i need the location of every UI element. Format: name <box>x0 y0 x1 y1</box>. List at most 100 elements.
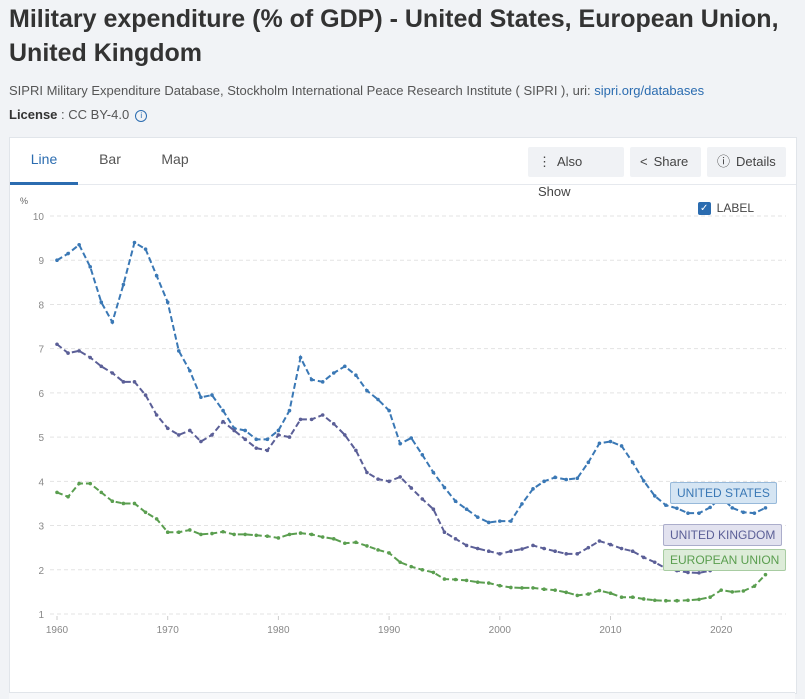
data-point <box>509 549 513 554</box>
data-point <box>298 355 303 360</box>
data-point <box>708 595 712 599</box>
y-tick-label: 3 <box>38 522 44 533</box>
data-point <box>597 588 602 593</box>
data-point <box>409 436 414 440</box>
data-point <box>542 479 546 484</box>
data-point <box>542 587 546 592</box>
x-tick-label: 2010 <box>599 625 622 636</box>
x-tick-label: 1990 <box>378 625 401 636</box>
data-point <box>652 598 657 603</box>
data-point <box>409 486 414 490</box>
data-point <box>276 428 281 433</box>
data-point <box>398 475 402 479</box>
data-point <box>210 393 214 397</box>
data-point <box>575 593 580 598</box>
source-text: SIPRI Military Expenditure Database, Sto… <box>9 83 595 98</box>
data-point <box>287 408 292 413</box>
data-point <box>232 532 236 537</box>
data-point <box>608 439 613 444</box>
data-point <box>531 586 535 590</box>
data-point <box>686 598 690 603</box>
data-point <box>752 584 757 588</box>
data-point <box>165 426 170 431</box>
data-point <box>453 537 458 541</box>
data-point <box>630 595 635 599</box>
data-point <box>498 519 502 523</box>
data-point <box>453 499 458 504</box>
data-point <box>553 475 557 480</box>
data-point <box>199 395 203 400</box>
data-point <box>619 595 624 599</box>
data-point <box>143 247 148 251</box>
data-point <box>354 373 358 377</box>
source-line: SIPRI Military Expenditure Database, Sto… <box>9 83 704 98</box>
data-point <box>442 485 447 490</box>
series-label: UNITED KINGDOM <box>663 524 783 546</box>
data-point <box>121 501 126 506</box>
tab-map[interactable]: Map <box>161 151 189 167</box>
share-button[interactable]: < Share <box>630 147 701 177</box>
data-point <box>641 479 646 483</box>
details-button[interactable]: ⓘ Details <box>707 147 786 177</box>
data-point <box>154 413 159 417</box>
data-point <box>210 433 214 437</box>
tab-bar[interactable]: Bar <box>99 151 121 167</box>
data-point <box>475 546 480 551</box>
data-point <box>387 408 391 413</box>
data-point <box>553 588 557 592</box>
data-point <box>221 408 225 413</box>
data-point <box>442 530 447 534</box>
data-point <box>154 517 159 521</box>
data-point <box>243 532 247 537</box>
data-point <box>464 578 469 583</box>
data-point <box>619 546 624 551</box>
details-label: Details <box>736 154 776 169</box>
data-point <box>254 446 259 450</box>
data-point <box>343 541 347 546</box>
data-point <box>365 544 369 548</box>
data-point <box>66 495 70 499</box>
data-point <box>265 437 270 442</box>
data-point <box>243 437 247 442</box>
license-value: : CC BY-4.0 <box>57 107 130 122</box>
data-point <box>431 470 436 475</box>
y-tick-label: 4 <box>38 477 44 488</box>
data-point <box>165 530 170 534</box>
data-point <box>586 460 591 465</box>
series-label: UNITED STATES <box>670 482 777 504</box>
info-icon[interactable]: i <box>135 110 148 122</box>
also-show-button[interactable]: ⋮ Also Show <box>528 147 624 199</box>
data-point <box>575 552 580 556</box>
x-tick-label: 2000 <box>489 625 512 636</box>
data-point <box>188 428 192 433</box>
data-point <box>331 537 336 541</box>
data-point <box>110 499 115 504</box>
data-point <box>442 577 447 581</box>
data-point <box>121 380 126 384</box>
data-point <box>763 506 768 510</box>
data-point <box>741 510 746 515</box>
data-point <box>132 501 137 506</box>
data-point <box>66 351 70 355</box>
checkbox-checked-icon[interactable]: ✓ <box>697 201 711 215</box>
share-icon: < <box>640 154 648 169</box>
data-point <box>232 428 236 433</box>
data-point <box>619 444 624 448</box>
data-point <box>431 570 436 575</box>
data-point <box>420 567 425 572</box>
data-point <box>486 549 491 554</box>
label-toggle[interactable]: ✓ LABEL <box>697 201 754 215</box>
y-tick-label: 9 <box>38 256 44 267</box>
data-point <box>331 371 336 375</box>
data-point <box>99 300 104 305</box>
data-point <box>376 548 380 552</box>
data-point <box>409 564 414 569</box>
data-point <box>586 545 591 550</box>
data-point <box>221 529 225 534</box>
data-point <box>498 552 502 556</box>
data-point <box>520 586 524 590</box>
tab-line[interactable]: Line <box>10 138 78 185</box>
source-link[interactable]: sipri.org/databases <box>594 83 705 98</box>
series-line-european-union <box>56 482 767 602</box>
data-point <box>387 479 391 484</box>
